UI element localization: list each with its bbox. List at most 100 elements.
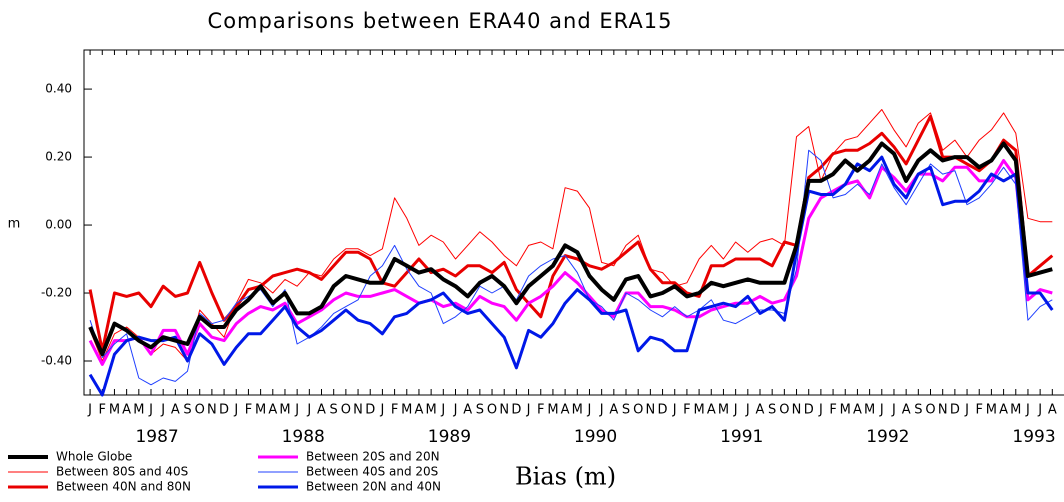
x-tick-label: S: [183, 403, 191, 418]
x-tick-label: J: [379, 403, 384, 418]
x-tick-label: J: [818, 403, 823, 418]
x-tick-label: N: [646, 403, 656, 418]
x-tick-label: N: [499, 403, 509, 418]
x-tick-label: O: [925, 403, 935, 418]
x-tick-label: A: [317, 403, 326, 418]
y-tick-label: 0.20: [45, 150, 72, 164]
series-line: [88, 141, 1053, 357]
x-tick-label: J: [440, 403, 445, 418]
x-tick-label: M: [840, 403, 851, 418]
x-tick-label: O: [779, 403, 789, 418]
x-tick-label: F: [829, 403, 836, 418]
x-tick-label: D: [804, 403, 814, 418]
x-tick-label: A: [561, 403, 570, 418]
year-label: 1993: [1012, 427, 1055, 447]
x-tick-label: N: [207, 403, 217, 418]
x-tick-label: J: [964, 403, 969, 418]
x-tick-label: D: [950, 403, 960, 418]
x-tick-label: A: [707, 403, 716, 418]
series-line: [88, 155, 1054, 397]
x-tick-label: M: [426, 403, 437, 418]
x-tick-label: J: [733, 403, 738, 418]
x-tick-label: M: [255, 403, 266, 418]
year-label: 1987: [135, 427, 178, 447]
x-tick-label: J: [453, 403, 458, 418]
x-tick-label: N: [938, 403, 948, 418]
year-label: 1988: [282, 427, 325, 447]
x-tick-label: M: [279, 403, 290, 418]
year-label: 1992: [866, 427, 909, 447]
x-tick-label: M: [864, 403, 875, 418]
x-tick-label: J: [294, 403, 299, 418]
x-tick-label: A: [268, 403, 277, 418]
x-tick-label: J: [233, 403, 238, 418]
y-tick-label: 0.00: [45, 218, 72, 232]
legend-label: Between 20N and 40N: [306, 480, 441, 494]
x-tick-label: A: [171, 403, 180, 418]
x-tick-label: S: [476, 403, 484, 418]
x-tick-label: J: [1025, 403, 1030, 418]
legend-label: Between 80S and 40S: [56, 465, 188, 479]
x-tick-label: F: [391, 403, 398, 418]
x-tick-label: M: [401, 403, 412, 418]
x-tick-label: M: [1010, 403, 1021, 418]
x-tick-label: J: [599, 403, 604, 418]
y-tick-label: -0.40: [41, 354, 72, 368]
x-tick-label: A: [609, 403, 618, 418]
x-tick-label: J: [306, 403, 311, 418]
x-tick-label: D: [365, 403, 375, 418]
x-tick-label: D: [511, 403, 521, 418]
x-tick-label: F: [99, 403, 106, 418]
x-tick-label: M: [986, 403, 997, 418]
x-tick-label: F: [245, 403, 252, 418]
x-tick-label: O: [633, 403, 643, 418]
x-tick-label: A: [1048, 403, 1057, 418]
x-tick-label: J: [526, 403, 531, 418]
x-tick-label: A: [414, 403, 423, 418]
x-tick-label: S: [768, 403, 776, 418]
x-tick-label: J: [1037, 403, 1042, 418]
annotation: Bias (m): [515, 463, 616, 491]
x-tick-label: S: [622, 403, 630, 418]
x-tick-label: J: [587, 403, 592, 418]
x-tick-label: M: [547, 403, 558, 418]
x-tick-label: S: [330, 403, 338, 418]
x-tick-label: O: [341, 403, 351, 418]
legend-label: Whole Globe: [56, 450, 132, 464]
x-tick-label: J: [879, 403, 884, 418]
x-tick-label: A: [122, 403, 131, 418]
y-tick-label: 0.40: [45, 82, 72, 96]
x-tick-label: A: [463, 403, 472, 418]
x-tick-label: J: [672, 403, 677, 418]
chart-title: Comparisons between ERA40 and ERA15: [208, 9, 673, 33]
year-label: 1991: [720, 427, 763, 447]
x-tick-label: O: [487, 403, 497, 418]
x-tick-label: J: [160, 403, 165, 418]
year-label: 1990: [574, 427, 617, 447]
x-tick-label: D: [219, 403, 229, 418]
x-tick-label: M: [718, 403, 729, 418]
x-tick-label: J: [745, 403, 750, 418]
x-tick-label: D: [658, 403, 668, 418]
x-tick-label: S: [914, 403, 922, 418]
x-tick-label: J: [87, 403, 92, 418]
x-tick-label: A: [902, 403, 911, 418]
series-line: [88, 159, 1053, 366]
x-tick-label: F: [975, 403, 982, 418]
x-tick-label: M: [693, 403, 704, 418]
x-tick-label: A: [756, 403, 765, 418]
x-tick-label: F: [683, 403, 690, 418]
legend-label: Between 20S and 20N: [306, 450, 440, 464]
x-tick-label: A: [999, 403, 1008, 418]
x-tick-label: J: [891, 403, 896, 418]
x-tick-label: M: [133, 403, 144, 418]
x-tick-label: N: [353, 403, 363, 418]
series-line: [89, 109, 1053, 362]
plot-frame: [83, 49, 1064, 396]
y-tick-label: -0.20: [41, 286, 72, 300]
x-tick-label: M: [109, 403, 120, 418]
x-tick-label: M: [572, 403, 583, 418]
legend-label: Between 40N and 80N: [56, 480, 191, 494]
